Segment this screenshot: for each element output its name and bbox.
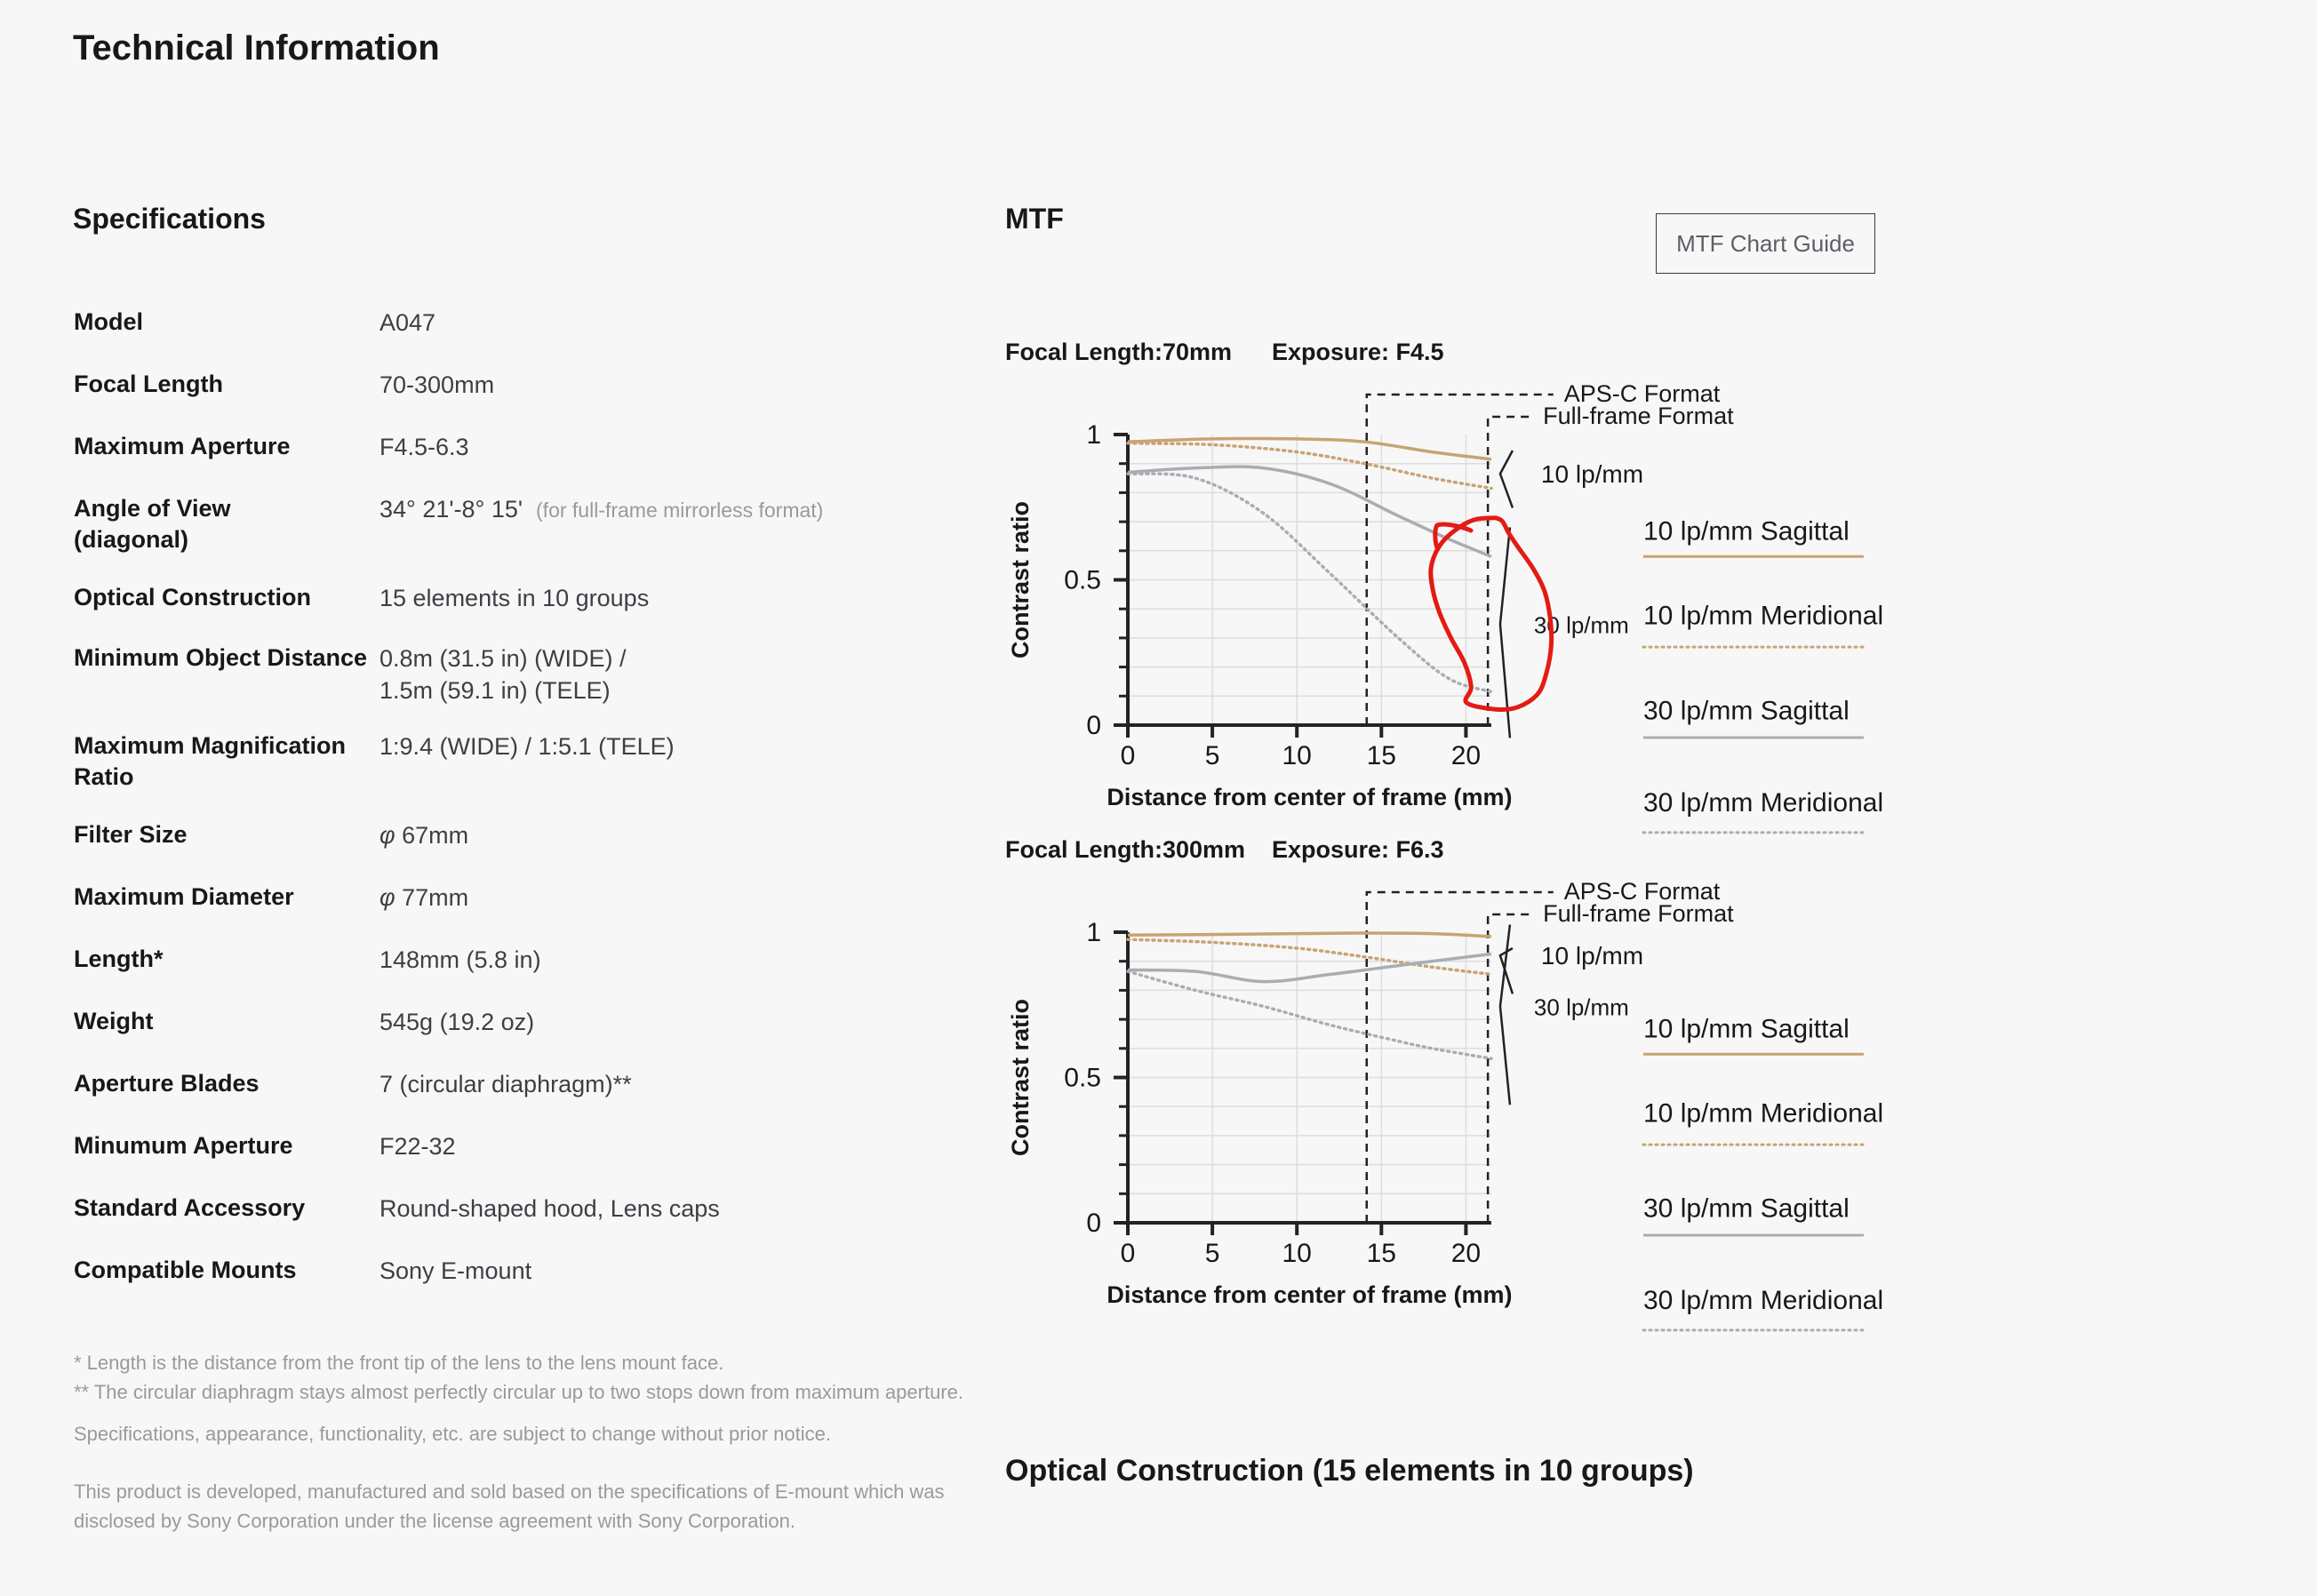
svg-text:15: 15 [1367, 1239, 1396, 1268]
svg-text:30 lp/mm Meridional: 30 lp/mm Meridional [1643, 1286, 1883, 1315]
svg-text:5: 5 [1205, 741, 1220, 770]
svg-text:10 lp/mm Meridional: 10 lp/mm Meridional [1643, 1099, 1883, 1129]
svg-text:Full-frame Format: Full-frame Format [1543, 900, 1734, 927]
svg-text:0: 0 [1086, 711, 1101, 740]
svg-text:0.5: 0.5 [1064, 1064, 1101, 1093]
svg-text:30 lp/mm Sagittal: 30 lp/mm Sagittal [1643, 1194, 1850, 1224]
svg-text:0.5: 0.5 [1064, 566, 1101, 595]
svg-text:Full-frame Format: Full-frame Format [1543, 403, 1734, 429]
svg-text:Exposure: F6.3: Exposure: F6.3 [1272, 836, 1444, 863]
svg-text:20: 20 [1451, 1239, 1481, 1268]
svg-text:30 lp/mm Sagittal: 30 lp/mm Sagittal [1643, 697, 1850, 726]
svg-text:20: 20 [1451, 741, 1481, 770]
svg-text:Contrast ratio: Contrast ratio [1007, 501, 1034, 658]
svg-text:10: 10 [1282, 1239, 1312, 1268]
svg-text:10 lp/mm Meridional: 10 lp/mm Meridional [1643, 602, 1883, 631]
svg-text:0: 0 [1086, 1209, 1101, 1238]
svg-text:10 lp/mm: 10 lp/mm [1541, 460, 1643, 488]
svg-text:10 lp/mm Sagittal: 10 lp/mm Sagittal [1643, 517, 1850, 547]
svg-text:10: 10 [1282, 741, 1312, 770]
svg-text:Focal Length:70mm: Focal Length:70mm [1005, 339, 1232, 365]
svg-text:0: 0 [1121, 1239, 1136, 1268]
svg-text:30 lp/mm Meridional: 30 lp/mm Meridional [1643, 788, 1883, 818]
svg-text:10 lp/mm: 10 lp/mm [1541, 942, 1643, 970]
svg-text:1: 1 [1086, 918, 1101, 947]
svg-text:15: 15 [1367, 741, 1396, 770]
svg-text:1: 1 [1086, 420, 1101, 450]
svg-text:Distance from center of frame: Distance from center of frame (mm) [1107, 1281, 1512, 1308]
svg-text:0: 0 [1121, 741, 1136, 770]
svg-text:5: 5 [1205, 1239, 1220, 1268]
svg-text:Focal Length:300mm: Focal Length:300mm [1005, 836, 1245, 863]
svg-text:Distance from center of frame: Distance from center of frame (mm) [1107, 784, 1512, 810]
svg-text:Contrast ratio: Contrast ratio [1007, 999, 1034, 1156]
svg-text:10 lp/mm Sagittal: 10 lp/mm Sagittal [1643, 1015, 1850, 1044]
svg-text:Exposure: F4.5: Exposure: F4.5 [1272, 339, 1444, 365]
svg-text:30 lp/mm: 30 lp/mm [1534, 994, 1629, 1020]
